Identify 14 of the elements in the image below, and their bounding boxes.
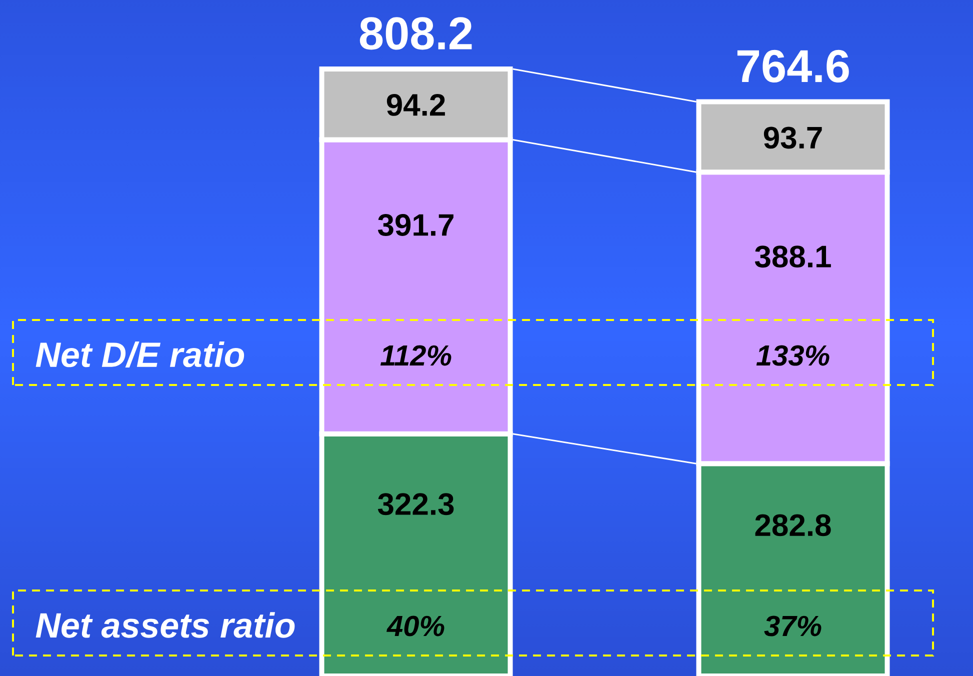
data-label: 282.8 [755, 514, 831, 536]
annotation: Net D/E ratio [36, 341, 244, 368]
annotation: 37% [764, 616, 822, 636]
total-label: 808.2 [360, 17, 472, 50]
data-label: 94.2 [386, 94, 445, 116]
data-label: 322.3 [378, 493, 454, 516]
annotation: Net assets ratio [36, 612, 295, 638]
annotation: 112% [380, 345, 452, 366]
annotation: 133% [756, 345, 830, 366]
annotation: 40% [386, 616, 444, 636]
total-label: 764.6 [737, 50, 849, 82]
data-label: 93.7 [764, 126, 822, 149]
data-label: 391.7 [378, 214, 454, 236]
data-label: 388.1 [754, 246, 831, 268]
